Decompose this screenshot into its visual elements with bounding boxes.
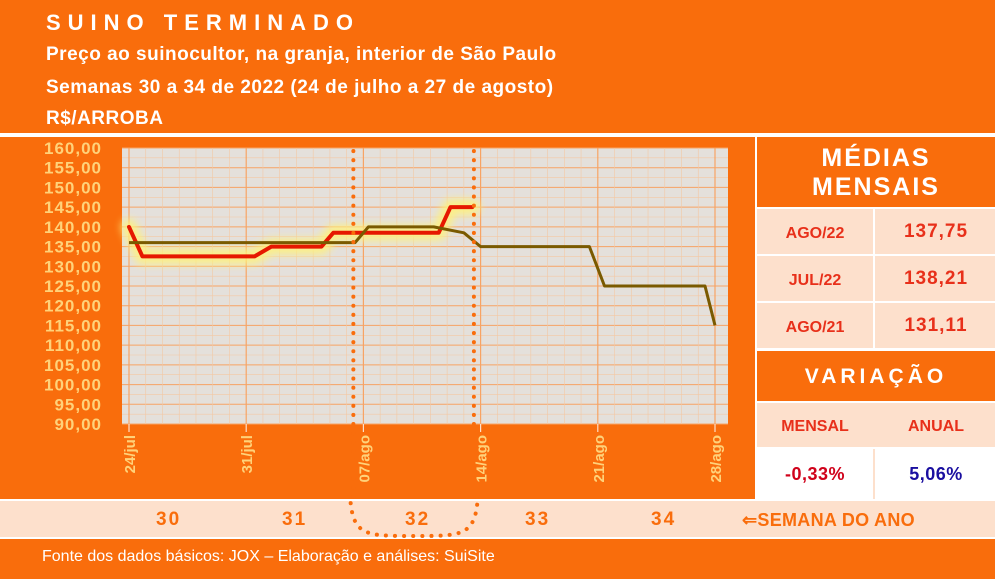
week-strip: 30 31 32 33 34 ⇐SEMANA DO ANO (0, 501, 995, 537)
mensal-value: -0,33% (757, 449, 875, 499)
y-tick-label: 115,00 (45, 316, 102, 335)
current-week-highlight (348, 492, 480, 539)
price-series-line (127, 205, 475, 259)
x-tick-label: 28/ago (708, 435, 725, 483)
subtitle-line-2: Semanas 30 a 34 de 2022 (24 de julho a 2… (46, 77, 554, 98)
footer: Fonte dos dados básicos: JOX – Elaboraçã… (0, 539, 995, 579)
variacao-values: -0,33% 5,06% (757, 449, 995, 499)
variacao-labels: MENSAL ANUAL (757, 403, 995, 449)
x-tick-label: 31/jul (239, 435, 256, 473)
reference-series-line (129, 225, 717, 326)
media-row-value: 138,21 (903, 268, 969, 289)
y-tick-label: 95,00 (54, 395, 102, 414)
header-banner: SUINO TERMINADO Preço ao suinocultor, na… (0, 0, 995, 135)
price-chart: 160,00155,00150,00145,00140,00135,00130,… (44, 139, 728, 499)
week-number: 33 (525, 509, 551, 530)
y-tick-label: 105,00 (44, 356, 102, 375)
x-tick-label: 24/jul (122, 435, 139, 473)
x-tick-label: 21/ago (591, 435, 608, 483)
source-note: Fonte dos dados básicos: JOX – Elaboraçã… (42, 548, 495, 565)
variacao-heading: VARIAÇÃO (757, 351, 995, 401)
y-tick-label: 130,00 (44, 257, 102, 276)
summary-panel: MÉDIAS MENSAIS AGO/22 137,75 JUL/22 138,… (757, 137, 995, 499)
week-number: 34 (651, 509, 677, 530)
unit-label: R$/ARROBA (46, 108, 164, 129)
y-tick-label: 140,00 (44, 218, 102, 237)
chart-panel: 160,00 155,00 150,00 145,00 140,00 135,00 130,… (0, 137, 755, 499)
week-number: 31 (282, 509, 308, 530)
media-row: AGO/22 137,75 (757, 209, 995, 256)
media-row-label: JUL/22 (757, 256, 875, 301)
y-tick-label: 155,00 (44, 159, 102, 178)
y-tick-label: 135,00 (44, 238, 102, 257)
media-row-label: AGO/22 (757, 209, 875, 254)
x-tick-label: 07/ago (356, 435, 373, 483)
medias-heading: MÉDIAS MENSAIS (757, 137, 995, 207)
week-number: 30 (156, 509, 182, 530)
mensal-label: MENSAL (757, 403, 875, 447)
media-row-value: 131,11 (904, 315, 968, 336)
y-tick-label: 145,00 (44, 198, 102, 217)
media-row: AGO/21 131,11 (757, 303, 995, 350)
y-tick-label: 100,00 (44, 376, 102, 395)
y-tick-label: 90,00 (54, 415, 102, 434)
media-row-label: AGO/21 (757, 303, 875, 348)
y-tick-label: 110,00 (45, 336, 102, 355)
x-tick-label: 14/ago (474, 435, 491, 483)
media-row: JUL/22 138,21 (757, 256, 995, 303)
y-tick-label: 160,00 (44, 139, 102, 158)
y-tick-label: 120,00 (44, 297, 102, 316)
medias-heading-line-2: MENSAIS (812, 173, 940, 201)
anual-value: 5,06% (909, 464, 963, 484)
y-tick-label: 150,00 (44, 178, 102, 197)
page-title: SUINO TERMINADO (46, 10, 360, 35)
subtitle-line-1: Preço ao suinocultor, na granja, interio… (46, 44, 557, 65)
week-number: 32 (405, 509, 431, 530)
media-row-value: 137,75 (903, 221, 969, 242)
anual-label: ANUAL (908, 418, 964, 435)
y-tick-label: 125,00 (44, 277, 102, 296)
week-of-year-label: ⇐SEMANA DO ANO (742, 510, 915, 530)
medias-heading-line-1: MÉDIAS (821, 144, 931, 172)
